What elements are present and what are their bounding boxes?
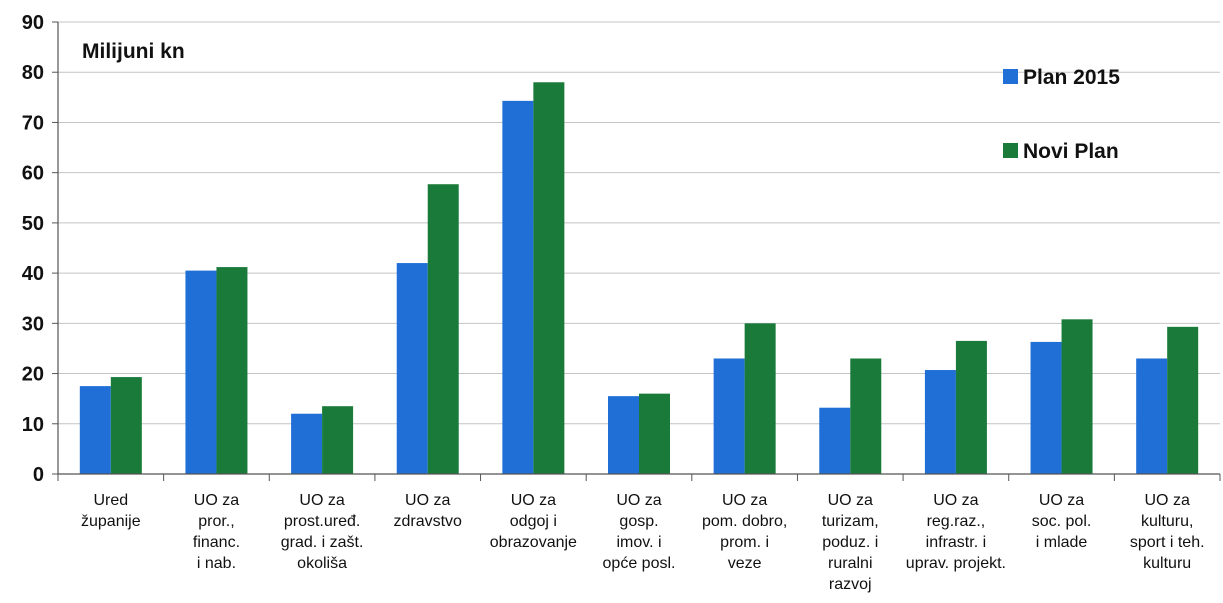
bar-plan-2015 <box>79 386 111 474</box>
y-axis-label: Milijuni kn <box>82 40 185 63</box>
x-category-label: UO za gosp. imov. i opće posl. <box>603 492 676 572</box>
x-category-label-line: opće posl. <box>603 555 676 572</box>
bar-plan-2015 <box>819 407 851 474</box>
x-category-label-line: UO za <box>511 492 556 509</box>
x-category-label-line: i nab. <box>197 555 236 572</box>
y-tick-label: 70 <box>22 112 44 134</box>
bar-novi-plan <box>533 82 565 475</box>
x-category-label-line: UO za <box>299 492 344 509</box>
y-tick-label: 10 <box>22 414 44 436</box>
bar-plan-2015 <box>185 270 217 474</box>
x-category-label-line: zdravstvo <box>393 513 462 530</box>
x-category-label-line: obrazovanje <box>490 534 577 551</box>
bar-plan-2015 <box>396 263 428 474</box>
y-axis: 0 10 20 30 40 50 60 70 80 90 <box>22 12 59 486</box>
x-category-label-line: UO za <box>616 492 661 509</box>
x-category-label: UO za reg.raz., infrastr. i uprav. projekt. <box>906 492 1006 572</box>
x-category-label-line: UO za <box>1145 492 1190 509</box>
x-category-label-line: okoliša <box>297 555 347 572</box>
x-category-label-line: UO za <box>828 492 873 509</box>
x-category-label-line: soc. pol. <box>1032 513 1092 530</box>
x-category-label-line: infrastr. i <box>926 534 986 551</box>
bar-novi-plan <box>110 377 142 474</box>
bar-novi-plan <box>427 184 459 474</box>
y-tick-label: 60 <box>22 163 44 185</box>
bar-novi-plan <box>850 358 882 474</box>
x-category-label-line: ruralni <box>828 555 872 572</box>
bar-plan-2015 <box>608 396 639 474</box>
bar-novi-plan <box>216 267 248 474</box>
legend-swatch <box>1003 69 1018 84</box>
x-category-label: UO za odgoj i obrazovanje <box>490 492 577 551</box>
x-category-label: UO za pom. dobro, prom. i veze <box>702 492 787 572</box>
x-category-label: UO za pror., financ. i nab. <box>193 492 240 572</box>
bar-novi-plan <box>955 340 987 474</box>
x-category-label-line: UO za <box>933 492 978 509</box>
x-category-label-line: prom. i <box>720 534 769 551</box>
x-category-label-line: veze <box>728 555 762 572</box>
x-category-label-line: turizam, <box>822 513 879 530</box>
bar-plan-2015 <box>924 370 956 474</box>
bar-plan-2015 <box>291 413 323 474</box>
x-category-label: UO za zdravstvo <box>393 492 462 530</box>
bar-novi-plan <box>744 323 776 474</box>
y-tick-label: 80 <box>22 62 44 84</box>
x-category-label-line: UO za <box>1039 492 1084 509</box>
x-category-label-line: UO za <box>405 492 450 509</box>
y-tick-label: 50 <box>22 213 44 235</box>
legend-label: Plan 2015 <box>1023 66 1120 89</box>
y-tick-label: 40 <box>22 263 44 285</box>
x-category-label-line: razvoj <box>829 576 872 593</box>
x-category-label: UO za soc. pol. i mlade <box>1032 492 1092 551</box>
bar-plan-2015 <box>502 100 534 475</box>
x-category-label-line: kulturu <box>1143 555 1191 572</box>
bar-novi-plan <box>322 406 354 474</box>
grid-lines <box>58 21 1220 425</box>
x-category-label-line: uprav. projekt. <box>906 555 1006 572</box>
x-category-label-line: sport i teh. <box>1130 534 1205 551</box>
x-category-label: UO za prost.uređ. grad. i zašt. okoliša <box>281 492 364 572</box>
x-category-label-line: poduz. i <box>822 534 878 551</box>
y-tick-label: 30 <box>22 313 44 335</box>
bars <box>79 82 1199 475</box>
x-category-label-line: prost.uređ. <box>284 513 360 530</box>
x-category-label-line: UO za <box>194 492 239 509</box>
legend: Plan 2015 Novi Plan <box>1003 66 1120 163</box>
x-category-label-line: pror., <box>198 513 234 530</box>
x-category-label-line: financ. <box>193 534 240 551</box>
bar-novi-plan <box>1061 319 1093 474</box>
y-tick-label: 0 <box>33 464 44 486</box>
x-category-label-line: imov. i <box>616 534 661 551</box>
x-category-label-line: odgoj i <box>510 513 557 530</box>
legend-label: Novi Plan <box>1023 140 1119 163</box>
x-category-label: Ured županije <box>81 492 141 530</box>
x-category-label-line: županije <box>81 513 141 530</box>
x-category-label-line: i mlade <box>1036 534 1088 551</box>
x-category-label-line: reg.raz., <box>927 513 986 530</box>
bar-plan-2015 <box>713 358 745 474</box>
legend-swatch <box>1003 143 1018 158</box>
x-category-label-line: Ured <box>93 492 128 509</box>
x-category-label-line: kulturu, <box>1141 513 1193 530</box>
bar-novi-plan <box>1167 326 1199 474</box>
y-tick-label: 20 <box>22 364 44 386</box>
bar-plan-2015 <box>1030 341 1062 474</box>
bar-novi-plan <box>639 393 670 474</box>
x-category-label-line: UO za <box>722 492 767 509</box>
bar-plan-2015 <box>1136 358 1168 474</box>
x-category-label-line: pom. dobro, <box>702 513 787 530</box>
x-category-label: UO za kulturu, sport i teh. kulturu <box>1130 492 1205 572</box>
x-category-label: UO za turizam, poduz. i ruralni razvoj <box>822 492 879 593</box>
x-category-label-line: gosp. <box>619 513 658 530</box>
x-category-label-line: grad. i zašt. <box>281 534 364 551</box>
y-tick-label: 90 <box>22 12 44 34</box>
